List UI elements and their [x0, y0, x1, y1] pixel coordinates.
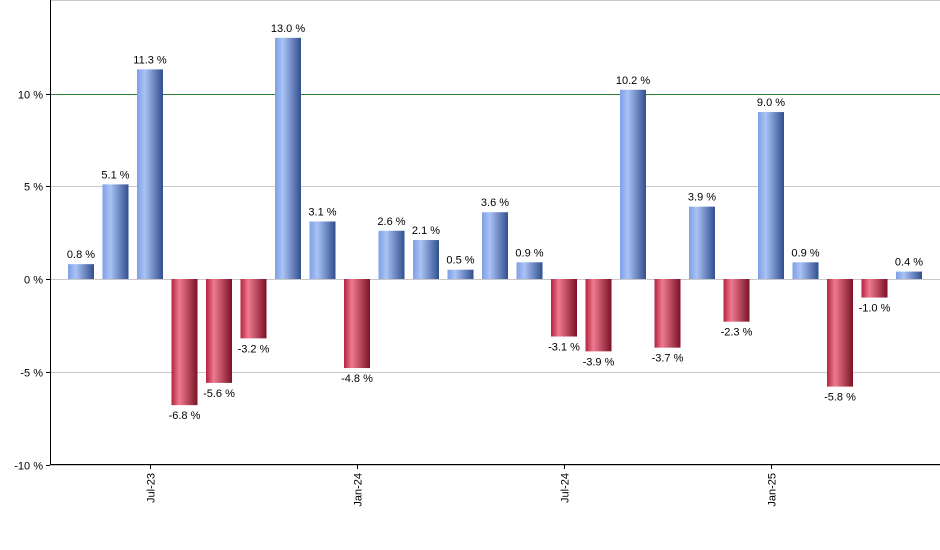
bar-label-10: 2.1 %: [412, 225, 440, 237]
y-tick-label-3: -5 %: [20, 368, 43, 380]
gridlines: [50, 0, 940, 466]
x-tick-label-0: Jul-23: [146, 473, 158, 503]
bar-label-15: -3.9 %: [583, 356, 615, 368]
bar-13: [516, 262, 543, 279]
bar-4: [206, 279, 232, 383]
bar-2: [137, 69, 163, 279]
bar-3: [171, 279, 198, 406]
bar-label-1: 5.1 %: [101, 169, 129, 181]
bar-label-19: -2.3 %: [721, 327, 753, 339]
bar-19: [723, 279, 750, 322]
bar-label-21: 0.9 %: [791, 247, 819, 259]
y-tick-label-2: 0 %: [24, 275, 43, 287]
bar-label-4: -5.6 %: [203, 388, 235, 400]
bar-label-3: -6.8 %: [169, 410, 201, 422]
bar-21: [792, 262, 819, 279]
bar-7: [309, 221, 336, 279]
bar-0: [68, 264, 94, 279]
bar-label-6: 13.0 %: [271, 23, 305, 35]
bar-8: [344, 279, 370, 369]
bar-6: [275, 37, 301, 279]
bar-label-14: -3.1 %: [548, 342, 580, 354]
bar-label-16: 10.2 %: [616, 75, 650, 87]
x-tick-label-1: Jan-24: [353, 473, 365, 507]
bar-label-23: -1.0 %: [859, 303, 891, 315]
bar-label-20: 9.0 %: [757, 97, 785, 109]
y-tick-label-4: -10 %: [14, 461, 43, 473]
bar-16: [620, 89, 646, 279]
axes: 10 % 5 % 0 % -5 % -10 % Jul-23 Jan-24 Jul-24 Jan…: [14, 0, 940, 507]
bar-label-7: 3.1 %: [308, 206, 336, 218]
bar-18: [689, 206, 715, 279]
bar-label-11: 0.5 %: [446, 255, 474, 267]
bar-10: [413, 240, 439, 279]
bar-label-5: -3.2 %: [238, 343, 270, 355]
bar-14: [551, 279, 577, 337]
bar-label-9: 2.6 %: [377, 216, 405, 228]
bar-label-12: 3.6 %: [481, 197, 509, 209]
y-tick-label-0: 10 %: [18, 90, 43, 102]
bar-11: [447, 269, 474, 279]
bars: [68, 37, 922, 406]
bar-label-13: 0.9 %: [515, 247, 543, 259]
bar-5: [240, 279, 267, 339]
bar-1: [102, 184, 129, 279]
bar-17: [654, 279, 681, 348]
bar-label-18: 3.9 %: [688, 192, 716, 204]
bar-label-24: 0.4 %: [895, 257, 923, 269]
bar-label-8: -4.8 %: [341, 373, 373, 385]
data-labels: 0.8 % 5.1 % 11.3 % -6.8 %-5.6 % -3.2 % 13.0 %…: [67, 23, 923, 422]
bar-22: [827, 279, 853, 387]
x-tick-label-3: Jan-25: [767, 473, 779, 507]
y-tick-label-1: 5 %: [24, 182, 43, 194]
bar-20: [758, 112, 784, 279]
bar-label-17: -3.7 %: [652, 353, 684, 365]
bar-23: [861, 279, 888, 298]
bar-label-22: -5.8 %: [824, 392, 856, 404]
bar-12: [482, 212, 508, 279]
bar-15: [585, 279, 612, 352]
bar-24: [896, 271, 922, 279]
x-tick-label-2: Jul-24: [560, 473, 572, 503]
bar-9: [378, 230, 405, 279]
bar-label-0: 0.8 %: [67, 249, 95, 261]
bar-label-2: 11.3 %: [133, 54, 167, 66]
